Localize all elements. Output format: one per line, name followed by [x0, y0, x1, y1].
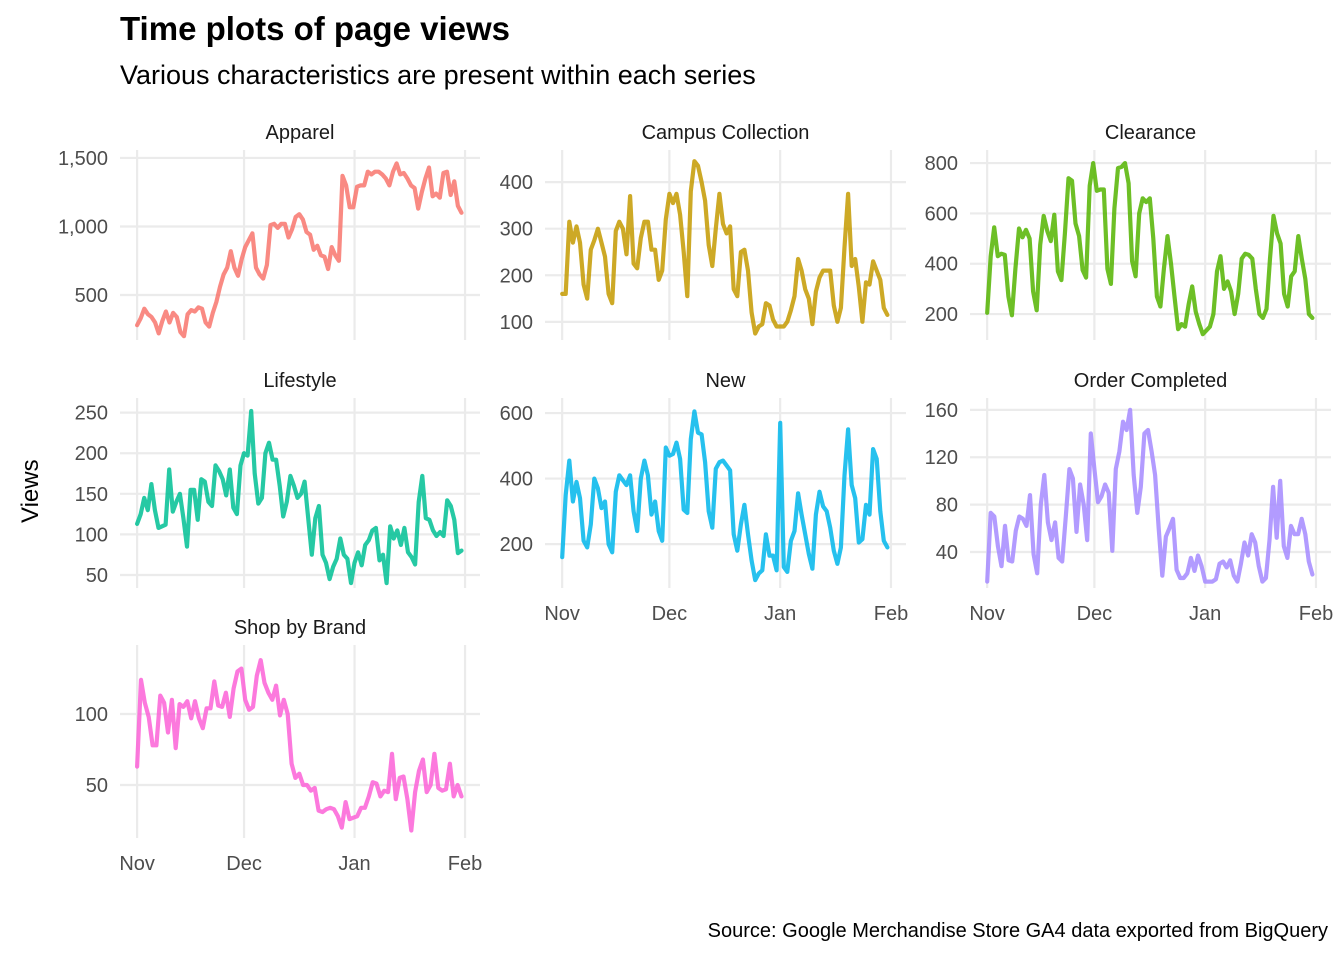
y-tick-label: 80 — [936, 495, 958, 517]
y-tick-label: 600 — [925, 203, 958, 225]
chart-caption: Source: Google Merchandise Store GA4 dat… — [707, 920, 1328, 942]
y-tick-label: 150 — [75, 484, 108, 506]
y-tick-label: 600 — [500, 403, 533, 425]
x-tick-label: Feb — [1299, 603, 1333, 625]
y-tick-label: 400 — [500, 172, 533, 194]
series-line-clearance — [985, 161, 1315, 337]
x-tick-label: Nov — [969, 603, 1005, 625]
y-tick-label: 200 — [925, 304, 958, 326]
chart-subtitle: Various characteristics are present with… — [120, 60, 756, 90]
y-tick-label: 50 — [86, 565, 108, 587]
facet-label-order-completed: Order Completed — [1074, 370, 1227, 392]
y-tick-label: 200 — [500, 534, 533, 556]
facet-label-campus-collection: Campus Collection — [642, 122, 810, 144]
series-line-shop-by-brand — [135, 657, 464, 833]
x-tick-label: Nov — [119, 853, 155, 875]
facet-label-lifestyle: Lifestyle — [263, 370, 336, 392]
y-tick-label: 400 — [500, 469, 533, 491]
x-tick-label: Jan — [338, 853, 370, 875]
chart-title: Time plots of page views — [120, 10, 510, 47]
x-tick-label: Feb — [448, 853, 482, 875]
x-tick-label: Feb — [874, 603, 908, 625]
x-tick-label: Jan — [1189, 603, 1221, 625]
x-tick-label: Jan — [764, 603, 796, 625]
series-line-order-completed — [985, 407, 1315, 584]
y-tick-label: 1,000 — [58, 216, 108, 238]
y-tick-label: 400 — [925, 254, 958, 276]
series-line-lifestyle — [135, 408, 464, 586]
y-tick-label: 50 — [86, 775, 108, 797]
y-tick-label: 40 — [936, 542, 958, 564]
series-line-campus-collection — [560, 159, 890, 336]
facet-label-apparel: Apparel — [266, 122, 335, 144]
x-tick-label: Nov — [544, 603, 580, 625]
y-tick-label: 1,500 — [58, 148, 108, 170]
y-tick-label: 100 — [75, 704, 108, 726]
x-tick-label: Dec — [1077, 603, 1113, 625]
y-tick-label: 300 — [500, 219, 533, 241]
series-line-new — [560, 409, 890, 583]
y-tick-label: 200 — [75, 443, 108, 465]
x-tick-label: Dec — [652, 603, 688, 625]
y-tick-label: 250 — [75, 403, 108, 425]
y-tick-label: 100 — [500, 312, 533, 334]
y-tick-label: 120 — [925, 447, 958, 469]
series-line-apparel — [135, 161, 464, 339]
facet-label-shop-by-brand: Shop by Brand — [234, 617, 366, 639]
facet-label-clearance: Clearance — [1105, 122, 1196, 144]
y-tick-label: 500 — [75, 285, 108, 307]
y-tick-label: 100 — [75, 524, 108, 546]
y-tick-label: 200 — [500, 265, 533, 287]
y-tick-label: 800 — [925, 153, 958, 175]
y-tick-label: 160 — [925, 400, 958, 422]
facet-label-new: New — [705, 370, 746, 392]
x-tick-label: Dec — [226, 853, 262, 875]
